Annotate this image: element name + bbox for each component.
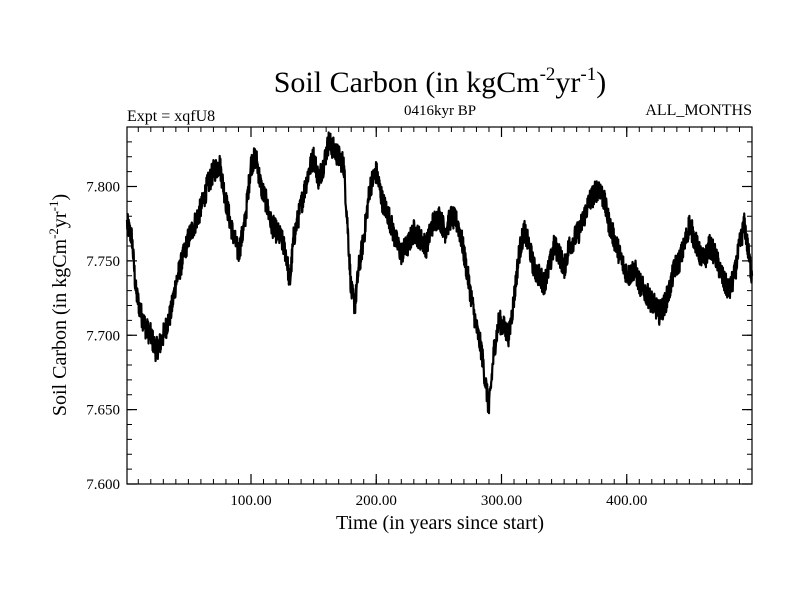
soil-carbon-series-line [125, 131, 754, 415]
y-tick-label: 7.600 [86, 477, 120, 493]
months-label: ALL_MONTHS [645, 102, 752, 119]
title-text: Soil Carbon (in kgCm [274, 66, 540, 99]
chart-title: Soil Carbon (in kgCm-2yr-1) [274, 64, 607, 99]
y-tick-label: 7.800 [86, 180, 120, 196]
y-axis-title-text: Soil Carbon (in kgCm [49, 238, 71, 416]
y-tick-label: 7.650 [86, 403, 120, 419]
y-axis-title-text-end: ) [49, 194, 71, 201]
title-superscript-1: -2 [540, 64, 556, 85]
title-superscript-2: -1 [580, 64, 596, 85]
y-tick-label: 7.700 [86, 328, 120, 344]
title-text-end: ) [596, 66, 606, 99]
period-label: 0416kyr BP [404, 103, 476, 119]
experiment-label: Expt = xqfU8 [127, 108, 215, 125]
y-tick-label: 7.750 [86, 254, 120, 270]
x-axis: 100.00 200.00 300.00 400.00 [230, 127, 647, 509]
svg-text:Soil Carbon (in kgCm-2yr-1): Soil Carbon (in kgCm-2yr-1) [274, 64, 607, 99]
title-text-mid: yr [555, 66, 580, 99]
x-tick-label: 200.00 [356, 493, 397, 509]
y-axis-title-text-mid: yr [49, 211, 71, 228]
x-tick-label: 100.00 [230, 493, 271, 509]
x-tick-label: 400.00 [606, 493, 647, 509]
x-axis-title: Time (in years since start) [336, 512, 544, 534]
y-axis-title-superscript-1: -2 [46, 228, 61, 239]
svg-text:Soil Carbon (in kgCm-2yr-1): Soil Carbon (in kgCm-2yr-1) [46, 194, 71, 416]
y-axis: 7.600 7.650 7.700 7.750 7.800 [86, 180, 752, 493]
y-axis-title-superscript-2: -1 [46, 201, 61, 212]
x-tick-label: 300.00 [481, 493, 522, 509]
y-axis-title: Soil Carbon (in kgCm-2yr-1) [46, 194, 71, 416]
